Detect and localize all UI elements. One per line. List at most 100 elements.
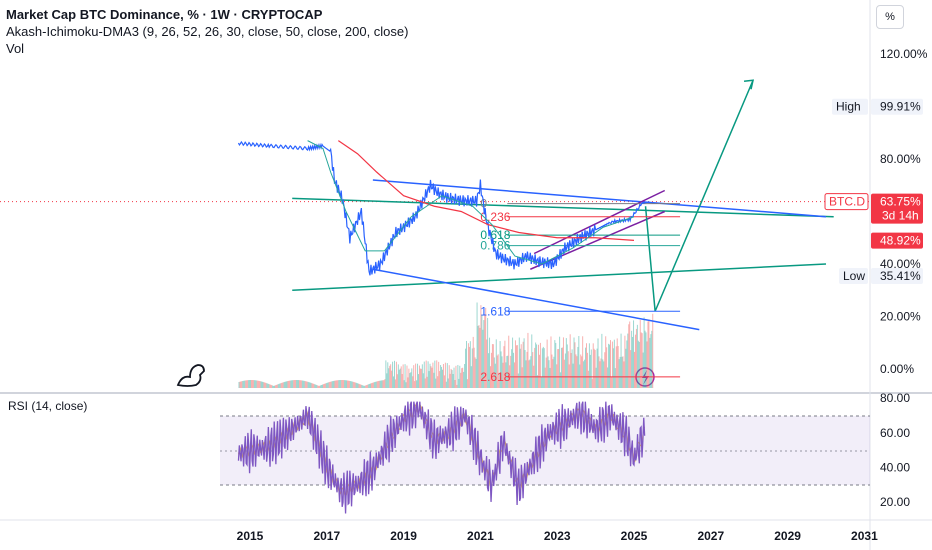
volume-bar — [404, 364, 406, 388]
volume-bar — [268, 383, 270, 388]
volume-bar — [616, 338, 618, 388]
trendline-upper-blue[interactable] — [372, 179, 827, 218]
volume-bar — [463, 371, 465, 388]
volume-bar — [349, 381, 351, 388]
rsi-line[interactable] — [237, 401, 646, 514]
volume-bar — [577, 346, 579, 388]
volume-bar — [459, 365, 461, 388]
volume-bar — [446, 363, 448, 388]
volume-bar — [496, 355, 498, 388]
volume-bar — [382, 380, 384, 388]
volume-bar — [314, 384, 316, 388]
volume-bar — [303, 380, 305, 388]
volume-bar — [370, 383, 371, 388]
price-tag-value: 63.75% — [880, 195, 921, 209]
volume-bar — [465, 348, 467, 388]
ichimoku-line — [307, 140, 635, 265]
volume-bar — [514, 362, 515, 388]
volume-bar — [372, 382, 374, 388]
volume-bar — [650, 334, 652, 388]
volume-bar — [637, 340, 639, 388]
trendline-upper-green[interactable] — [292, 197, 834, 218]
volume-bar — [545, 357, 547, 388]
volume-bar — [506, 356, 508, 388]
volume-bar — [477, 325, 479, 388]
volume-bar — [449, 373, 451, 388]
volume-bar — [249, 380, 251, 388]
volume-bar — [245, 380, 247, 388]
trendline-lower-green[interactable] — [292, 263, 827, 291]
rsi-legend[interactable]: RSI (14, close) — [8, 399, 88, 413]
indicator-legend[interactable]: Akash-Ichimoku-DMA3 (9, 26, 52, 26, 30, … — [6, 24, 409, 39]
rsi-series[interactable] — [237, 401, 646, 514]
volume-bar — [552, 359, 554, 388]
volume-bar — [339, 380, 341, 388]
volume-bar — [247, 380, 249, 388]
volume-bar — [248, 380, 250, 388]
volume-bar — [271, 385, 273, 388]
volume-bar — [256, 380, 258, 388]
volume-bar — [297, 380, 299, 388]
percent-scale-button[interactable]: % — [876, 5, 904, 29]
volume-bar — [453, 367, 455, 388]
projection-down[interactable] — [644, 206, 656, 312]
volume-bar — [636, 324, 638, 388]
volume-bar — [490, 352, 492, 388]
volume-bar — [493, 357, 495, 388]
price-line[interactable] — [237, 140, 650, 276]
volume-bar — [246, 380, 248, 388]
volume-bar — [628, 324, 630, 388]
volume-bar — [418, 374, 419, 388]
volume-bar — [257, 380, 259, 388]
volume-bar — [468, 346, 470, 388]
trendline-lower-blue[interactable] — [372, 268, 700, 331]
volume-bar — [452, 373, 454, 388]
volume-bar — [375, 381, 377, 388]
volume-bar — [324, 383, 326, 388]
tradingview-logo-icon[interactable] — [176, 364, 205, 387]
volume-bar — [278, 383, 280, 388]
price-tag-value: 48.92% — [880, 234, 921, 248]
projection-up[interactable] — [654, 79, 754, 312]
volume-bar — [378, 380, 380, 388]
volume-bar — [494, 363, 496, 388]
volume-bar — [447, 378, 449, 388]
volume-bar — [275, 384, 277, 388]
volume-bar — [613, 339, 615, 388]
volume-bar — [525, 360, 527, 388]
volume-bar — [503, 346, 505, 388]
volume-bar — [546, 339, 548, 388]
volume-bar — [408, 368, 410, 388]
channel-upper[interactable] — [533, 189, 666, 255]
volume-bar — [519, 348, 521, 388]
volume-bar — [360, 384, 362, 388]
volume-bar — [376, 381, 378, 388]
volume-bar — [635, 328, 637, 388]
volume-bar — [483, 320, 485, 388]
volume-bar — [587, 370, 589, 388]
volume-legend[interactable]: Vol — [6, 41, 25, 56]
volume-bar — [290, 380, 292, 388]
volume-bar — [466, 340, 467, 388]
volume-bar — [264, 382, 266, 388]
volume-bar — [434, 360, 436, 388]
volume-bar — [306, 381, 308, 388]
price-series[interactable] — [237, 140, 650, 276]
volume-bar — [428, 371, 430, 388]
volume-bar — [354, 382, 356, 388]
volume-bar — [440, 365, 442, 388]
volume-bar — [281, 382, 283, 388]
volume-bar — [517, 373, 519, 388]
volume-bar — [529, 359, 531, 388]
volume-bar — [305, 381, 307, 388]
volume-bar — [480, 305, 482, 388]
time-tick-label: 2015 — [237, 529, 264, 543]
volume-bar — [311, 383, 313, 388]
volume-bar — [538, 344, 539, 388]
volume-bar — [641, 333, 643, 388]
volume-bar — [528, 360, 530, 388]
volume-bar — [419, 368, 421, 388]
volume-bar — [301, 380, 303, 388]
